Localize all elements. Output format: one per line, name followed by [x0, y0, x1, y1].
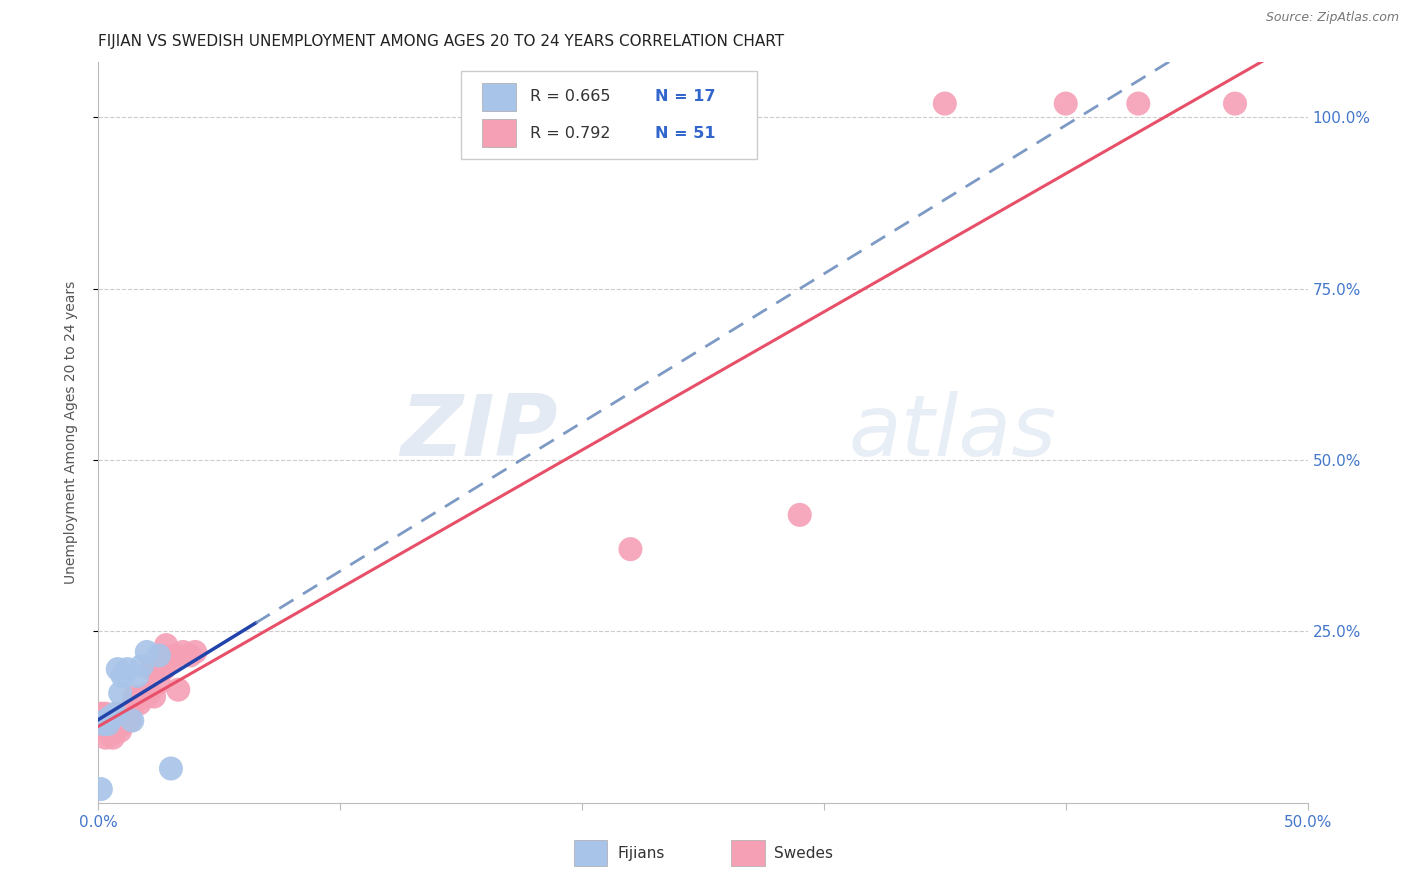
Text: N = 51: N = 51: [655, 126, 716, 141]
Point: [91, 710, 114, 724]
Point: [1054, 96, 1077, 111]
Point: [111, 717, 134, 731]
Point: [160, 655, 183, 669]
Point: [165, 648, 187, 663]
Point: [148, 648, 170, 663]
Point: [131, 658, 153, 673]
Point: [152, 662, 174, 676]
Point: [94, 731, 117, 745]
Point: [619, 542, 641, 557]
Point: [131, 690, 153, 704]
Point: [167, 682, 190, 697]
Point: [135, 690, 157, 704]
Point: [121, 699, 143, 714]
Point: [97, 714, 120, 728]
Point: [150, 648, 173, 663]
Point: [127, 669, 149, 683]
Point: [90, 720, 112, 734]
Point: [111, 669, 134, 683]
Point: [141, 662, 163, 676]
Point: [91, 720, 114, 734]
Point: [148, 676, 170, 690]
FancyBboxPatch shape: [482, 83, 516, 111]
Y-axis label: Unemployment Among Ages 20 to 24 years: Unemployment Among Ages 20 to 24 years: [63, 281, 77, 584]
Point: [114, 714, 136, 728]
FancyBboxPatch shape: [731, 840, 765, 866]
Point: [94, 714, 117, 728]
Point: [100, 720, 122, 734]
Point: [160, 762, 183, 776]
Text: atlas: atlas: [848, 391, 1056, 475]
Point: [100, 727, 122, 741]
Point: [128, 697, 150, 711]
Point: [117, 662, 139, 676]
FancyBboxPatch shape: [461, 71, 758, 159]
Point: [127, 693, 149, 707]
Point: [124, 690, 146, 704]
Point: [97, 717, 120, 731]
Text: Source: ZipAtlas.com: Source: ZipAtlas.com: [1265, 11, 1399, 24]
Point: [91, 717, 114, 731]
Text: FIJIAN VS SWEDISH UNEMPLOYMENT AMONG AGES 20 TO 24 YEARS CORRELATION CHART: FIJIAN VS SWEDISH UNEMPLOYMENT AMONG AGE…: [98, 34, 785, 49]
Point: [138, 686, 160, 700]
Point: [104, 710, 127, 724]
Text: R = 0.665: R = 0.665: [530, 89, 610, 104]
Point: [97, 723, 120, 738]
Point: [101, 710, 124, 724]
Point: [101, 717, 124, 731]
Point: [789, 508, 811, 522]
Point: [97, 717, 120, 731]
Point: [117, 706, 139, 721]
Point: [143, 690, 166, 704]
Point: [1223, 96, 1246, 111]
Point: [100, 714, 122, 728]
Point: [179, 648, 201, 663]
Point: [118, 714, 141, 728]
Point: [111, 710, 134, 724]
Text: ZIP: ZIP: [401, 391, 558, 475]
Point: [90, 706, 112, 721]
Point: [1128, 96, 1150, 111]
FancyBboxPatch shape: [482, 120, 516, 147]
Point: [104, 723, 127, 738]
Point: [104, 706, 127, 721]
Point: [107, 662, 129, 676]
FancyBboxPatch shape: [574, 840, 607, 866]
Point: [90, 782, 112, 797]
Point: [121, 714, 143, 728]
Point: [101, 731, 124, 745]
Point: [108, 717, 131, 731]
Text: Swedes: Swedes: [775, 846, 834, 861]
Point: [155, 638, 177, 652]
Point: [108, 686, 131, 700]
Text: R = 0.792: R = 0.792: [530, 126, 610, 141]
Point: [172, 645, 194, 659]
Point: [934, 96, 956, 111]
Point: [135, 645, 157, 659]
Point: [94, 720, 117, 734]
Text: Fijians: Fijians: [617, 846, 665, 861]
Point: [184, 645, 207, 659]
Point: [94, 706, 117, 721]
Point: [100, 710, 122, 724]
Point: [107, 720, 129, 734]
Point: [108, 723, 131, 738]
Text: N = 17: N = 17: [655, 89, 716, 104]
Point: [107, 706, 129, 721]
